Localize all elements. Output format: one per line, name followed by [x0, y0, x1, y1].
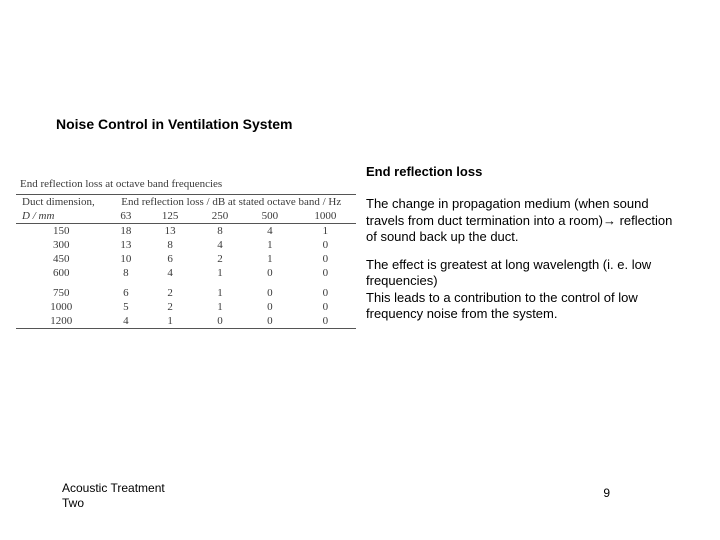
- cell-value: 0: [295, 252, 356, 266]
- table-row: 75062100: [16, 286, 356, 300]
- cell-value: 8: [145, 238, 195, 252]
- freq-250: 250: [195, 209, 245, 224]
- cell-value: 1: [195, 300, 245, 314]
- header-loss: End reflection loss / dB at stated octav…: [107, 195, 356, 210]
- table-row: 1501813841: [16, 224, 356, 239]
- cell-value: 1: [145, 314, 195, 329]
- header-duct-dim: Duct dimension,: [16, 195, 107, 210]
- arrow-icon: →: [603, 213, 616, 228]
- table-row: 450106210: [16, 252, 356, 266]
- paragraph-2: The effect is greatest at long wavelengt…: [366, 257, 682, 322]
- table-row: 120041000: [16, 314, 356, 329]
- cell-value: 0: [295, 314, 356, 329]
- cell-value: 6: [145, 252, 195, 266]
- freq-1000: 1000: [295, 209, 356, 224]
- cell-value: 1: [245, 252, 295, 266]
- footer-left: Acoustic TreatmentTwo: [62, 481, 165, 510]
- cell-value: 4: [245, 224, 295, 239]
- cell-value: 0: [245, 314, 295, 329]
- section-heading: End reflection loss: [366, 164, 682, 180]
- cell-value: 4: [195, 238, 245, 252]
- page-number: 9: [603, 486, 610, 500]
- table-subheader-row: D / mm 63 125 250 500 1000: [16, 209, 356, 224]
- cell-duct: 150: [16, 224, 107, 239]
- reflection-loss-table: End reflection loss at octave band frequ…: [16, 178, 356, 329]
- cell-value: 0: [295, 266, 356, 280]
- cell-value: 2: [145, 300, 195, 314]
- slide-title: Noise Control in Ventilation System: [56, 116, 292, 132]
- cell-duct: 450: [16, 252, 107, 266]
- header-d-mm: D / mm: [16, 209, 107, 224]
- cell-value: 0: [245, 286, 295, 300]
- cell-value: 8: [195, 224, 245, 239]
- cell-value: 2: [145, 286, 195, 300]
- freq-500: 500: [245, 209, 295, 224]
- table-header-row: Duct dimension, End reflection loss / dB…: [16, 195, 356, 210]
- cell-value: 8: [107, 266, 146, 280]
- cell-value: 1: [295, 224, 356, 239]
- cell-value: 0: [295, 238, 356, 252]
- cell-value: 0: [245, 300, 295, 314]
- cell-value: 1: [195, 286, 245, 300]
- freq-63: 63: [107, 209, 146, 224]
- cell-value: 0: [245, 266, 295, 280]
- cell-value: 0: [295, 300, 356, 314]
- cell-value: 0: [295, 286, 356, 300]
- cell-value: 18: [107, 224, 146, 239]
- cell-duct: 1000: [16, 300, 107, 314]
- cell-value: 2: [195, 252, 245, 266]
- cell-duct: 1200: [16, 314, 107, 329]
- cell-value: 5: [107, 300, 146, 314]
- cell-value: 10: [107, 252, 146, 266]
- cell-value: 4: [145, 266, 195, 280]
- data-table: Duct dimension, End reflection loss / dB…: [16, 194, 356, 329]
- text-column: End reflection loss The change in propag…: [366, 164, 682, 334]
- cell-duct: 750: [16, 286, 107, 300]
- cell-value: 4: [107, 314, 146, 329]
- table-row: 60084100: [16, 266, 356, 280]
- cell-duct: 600: [16, 266, 107, 280]
- cell-value: 0: [195, 314, 245, 329]
- cell-value: 1: [245, 238, 295, 252]
- cell-value: 6: [107, 286, 146, 300]
- cell-value: 13: [145, 224, 195, 239]
- table-row: 100052100: [16, 300, 356, 314]
- cell-duct: 300: [16, 238, 107, 252]
- table-caption: End reflection loss at octave band frequ…: [16, 178, 356, 190]
- cell-value: 1: [195, 266, 245, 280]
- freq-125: 125: [145, 209, 195, 224]
- cell-value: 13: [107, 238, 146, 252]
- table-row: 300138410: [16, 238, 356, 252]
- paragraph-1: The change in propagation medium (when s…: [366, 196, 682, 245]
